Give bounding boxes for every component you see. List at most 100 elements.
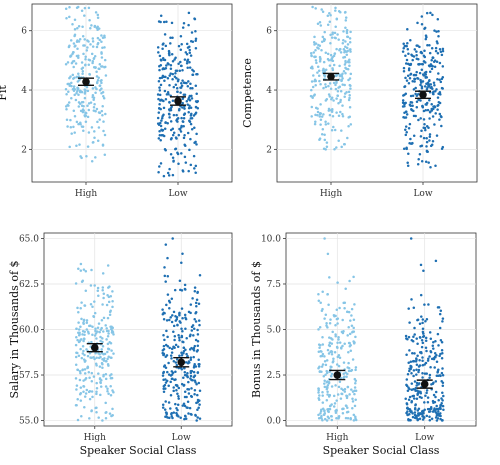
- data-point: [111, 290, 114, 293]
- data-point: [161, 308, 164, 311]
- data-point: [337, 414, 341, 418]
- data-point: [319, 412, 322, 415]
- data-point: [187, 169, 190, 173]
- data-point: [196, 393, 199, 397]
- data-point: [422, 74, 426, 77]
- data-point: [327, 382, 331, 385]
- data-point: [441, 367, 444, 370]
- data-point: [404, 334, 408, 338]
- data-point: [70, 81, 73, 85]
- data-point: [162, 334, 165, 337]
- data-point: [313, 122, 317, 126]
- data-point: [314, 48, 317, 52]
- data-point: [106, 362, 110, 366]
- data-point: [409, 101, 413, 104]
- data-point: [401, 99, 405, 102]
- data-point: [337, 364, 341, 368]
- data-point: [158, 54, 162, 58]
- data-point: [96, 286, 100, 290]
- data-point: [81, 108, 85, 111]
- data-point: [416, 162, 420, 166]
- data-point: [433, 366, 436, 369]
- data-point: [79, 391, 83, 395]
- data-point: [186, 400, 190, 403]
- data-point: [162, 344, 166, 348]
- data-point: [351, 331, 354, 334]
- data-point: [339, 90, 343, 93]
- data-point: [195, 382, 198, 386]
- data-point: [68, 145, 71, 149]
- data-point: [99, 393, 102, 397]
- data-point: [419, 81, 423, 84]
- data-point: [77, 321, 80, 324]
- data-point: [172, 131, 176, 134]
- data-point: [350, 324, 354, 327]
- data-point: [411, 58, 414, 62]
- data-point: [419, 263, 423, 267]
- data-point: [172, 160, 175, 163]
- data-point: [103, 46, 106, 49]
- data-point: [71, 73, 75, 77]
- data-point: [337, 417, 340, 420]
- data-point: [157, 111, 161, 114]
- data-point: [413, 77, 417, 81]
- data-point: [64, 62, 68, 66]
- data-point: [98, 330, 101, 334]
- data-point: [411, 352, 414, 355]
- data-point: [163, 33, 167, 36]
- data-point: [189, 137, 192, 141]
- x-tick-label: Low: [413, 189, 432, 199]
- data-point: [431, 410, 435, 413]
- data-point: [319, 24, 323, 27]
- data-point: [330, 98, 333, 101]
- data-point: [436, 417, 440, 420]
- plot-area: [31, 3, 233, 183]
- y-axis-label: Salary in Thousands of $: [8, 260, 21, 398]
- y-tick-label: 5.0: [267, 326, 282, 336]
- data-point: [101, 46, 104, 49]
- data-point: [100, 81, 103, 85]
- data-point: [70, 97, 73, 100]
- data-point: [430, 103, 433, 106]
- data-point: [166, 171, 170, 175]
- data-point: [166, 293, 170, 296]
- data-point: [179, 64, 183, 68]
- data-point: [157, 170, 160, 174]
- data-point: [436, 51, 440, 55]
- data-point: [162, 113, 165, 116]
- data-point: [348, 96, 351, 100]
- data-point: [437, 101, 441, 104]
- data-point: [333, 128, 337, 132]
- points-high: [74, 262, 115, 422]
- data-point: [351, 390, 355, 393]
- data-point: [93, 357, 96, 361]
- data-point: [190, 395, 194, 398]
- data-point: [174, 361, 178, 364]
- data-point: [320, 408, 323, 411]
- data-point: [95, 70, 98, 74]
- data-point: [169, 67, 173, 70]
- data-point: [187, 360, 191, 363]
- data-point: [182, 402, 186, 405]
- data-point: [94, 110, 97, 113]
- data-point: [95, 45, 99, 49]
- data-point: [438, 48, 442, 51]
- data-point: [168, 307, 171, 310]
- data-point: [163, 127, 167, 131]
- data-point: [326, 23, 330, 27]
- data-point: [192, 355, 195, 359]
- data-point: [343, 306, 346, 310]
- data-point: [193, 290, 197, 293]
- data-point: [402, 42, 405, 46]
- data-point: [423, 71, 427, 75]
- data-point: [94, 362, 98, 366]
- data-point: [411, 340, 415, 343]
- data-point: [354, 335, 357, 339]
- data-point: [414, 360, 418, 363]
- data-point: [79, 386, 83, 389]
- data-point: [409, 360, 413, 363]
- data-point: [335, 408, 338, 412]
- data-point: [95, 107, 99, 111]
- data-point: [177, 62, 180, 65]
